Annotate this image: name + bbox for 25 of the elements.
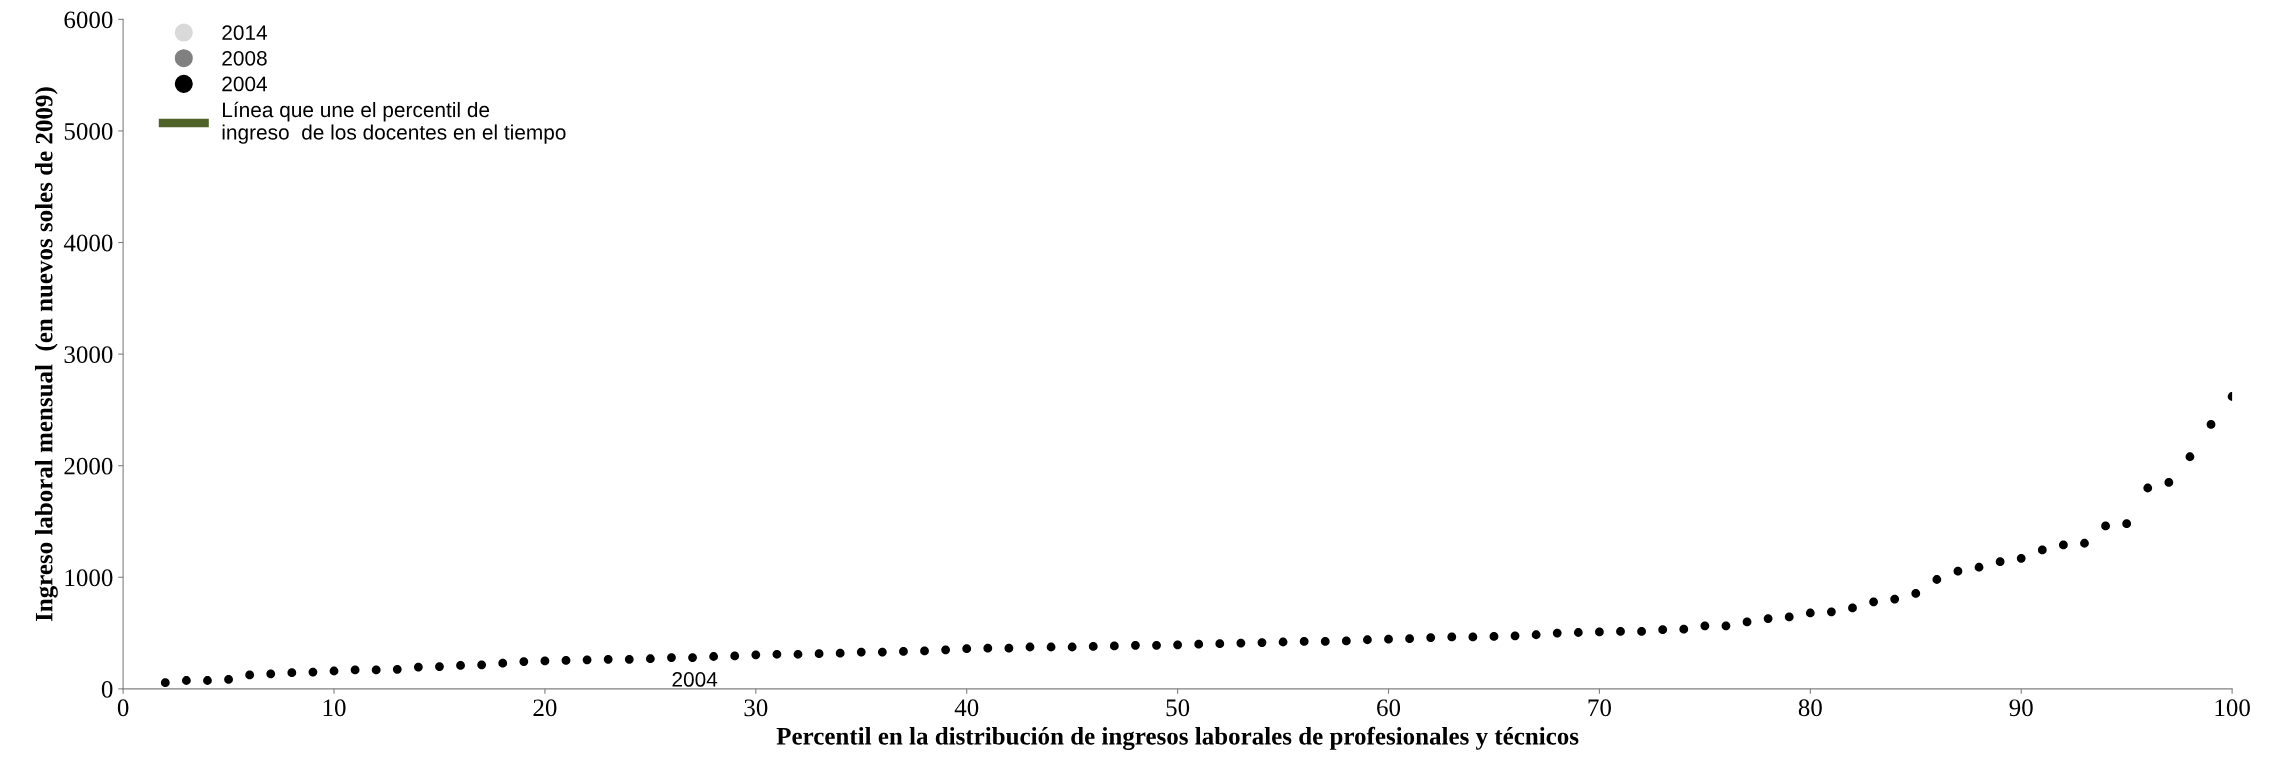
x-tick-label: 60 bbox=[1377, 699, 1401, 717]
x-tick-label: 80 bbox=[1798, 699, 1822, 717]
annotation: 2004 bbox=[672, 672, 718, 687]
x-axis-title: Percentil en la distribución de ingresos laborales de profesionales y técnicos bbox=[776, 726, 1579, 750]
y-tick-label: 6000 bbox=[64, 11, 113, 29]
legend-label: 2008 bbox=[222, 50, 267, 66]
legend-label: Línea que une el percentil de ingreso de los docentes en el tiempo bbox=[222, 101, 566, 144]
y-tick-label: 1000 bbox=[65, 569, 113, 587]
x-tick-label: 40 bbox=[954, 699, 979, 717]
x-tick-label: 0 bbox=[117, 699, 129, 717]
y-tick-label: 2000 bbox=[64, 457, 113, 475]
y-tick-label: 0 bbox=[101, 680, 113, 698]
x-tick-label: 20 bbox=[533, 699, 557, 717]
legend-label: 2014 bbox=[222, 25, 268, 41]
x-tick-label: 100 bbox=[2215, 699, 2250, 717]
x-tick-label: 90 bbox=[2009, 699, 2033, 717]
x-tick-label: 50 bbox=[1166, 699, 1190, 717]
y-tick-label: 3000 bbox=[64, 346, 113, 364]
x-tick-label: 10 bbox=[323, 699, 346, 717]
x-tick-label: 70 bbox=[1588, 699, 1611, 717]
y-tick-label: 5000 bbox=[64, 122, 113, 140]
x-tick-label: 30 bbox=[744, 699, 768, 717]
y-tick-label: 4000 bbox=[63, 234, 113, 252]
y-axis-title: Ingreso laboral mensual (en nuevos soles de 2009) bbox=[34, 87, 58, 622]
legend-label: 2004 bbox=[222, 76, 268, 92]
